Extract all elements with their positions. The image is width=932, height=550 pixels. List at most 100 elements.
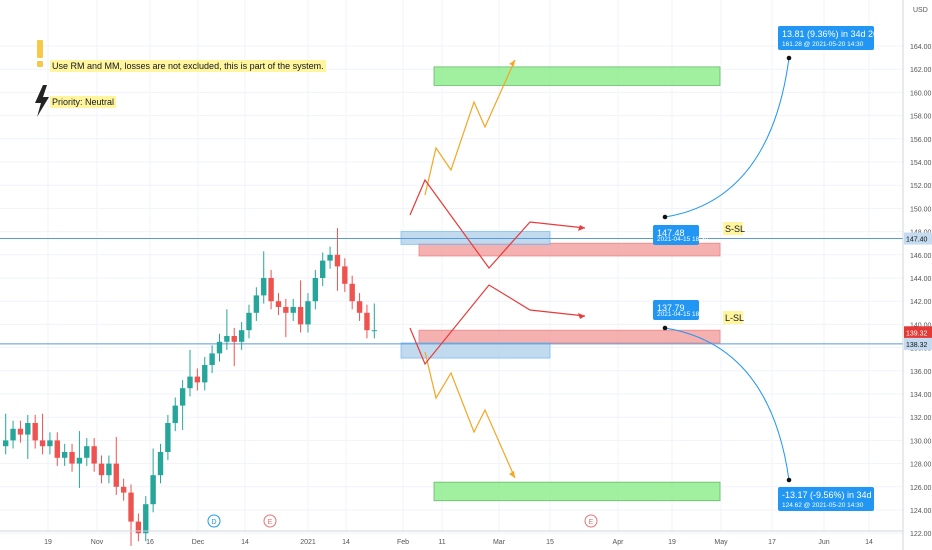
current-price-tag-bg [904,326,932,339]
candle-body [91,446,97,464]
candle-body [61,452,68,458]
earnings-marker-1: E [268,519,273,526]
candle-body [143,504,149,534]
downside-projection-label-box [778,487,874,511]
candle-body [371,330,377,332]
candle-body [76,457,83,464]
time-tick-label: 19 [44,539,52,546]
candle-body [275,301,282,307]
long-entry-label-box [653,300,699,320]
long-entry-label-line1: 137.79 [657,303,685,313]
candle-body [69,452,75,464]
short-entry-label-line2: 2021-04-15 18:30 [657,236,709,243]
price-tick-label: 152.00 [910,183,932,190]
earnings-marker-1-circle [263,514,277,528]
candle-body [253,295,260,313]
priority-note: Priority: Neutral [50,96,117,108]
candle-body [39,440,46,447]
time-tick-label: 19 [668,539,676,546]
downside-projection-path [424,351,516,479]
dividend-marker: D [211,519,216,526]
downside-arrowhead [509,471,515,478]
upside-arrowhead [509,60,515,66]
time-tick-label: Jun [818,539,829,546]
candle-body [113,463,119,487]
time-tick-label: May [714,539,728,546]
short-entry-point [662,214,668,220]
candle-body [179,388,186,406]
candle-body [172,405,178,423]
candle-body [54,440,60,458]
upper-level-tag-bg [904,232,932,245]
candle-body [231,336,237,342]
candle-body [202,365,208,383]
downside-target-point [786,477,792,483]
time-axis[interactable]: 19 Nov 16 Dec 14 2021 14 Feb 11 Mar 15 Apr 19 May 17 Ju… [0,530,903,546]
price-tick-label: 154.00 [910,160,932,167]
price-tick-label: 156.00 [910,137,932,144]
labels: 13.81 (9.36%) in 34d 20h 161.28 @ 2021-05… [207,26,889,528]
candle-body [224,336,230,342]
candle-body [334,254,341,267]
price-tick-label: 162.00 [910,67,932,74]
time-tick-label: 16 [146,539,154,546]
candle-body [327,254,333,261]
price-tick-label: 132.00 [910,415,932,422]
time-tick-label: 14 [865,539,873,546]
projection-paths [409,59,586,479]
projection-curves [662,55,792,483]
short-entry-label-box [653,225,699,245]
upside-measure-curve [664,57,790,218]
s-sl-tag-bg [723,222,743,235]
time-tick-label: Mar [493,539,506,546]
short-scenario-path [409,178,586,269]
candle-body [320,260,326,278]
candle-body [364,312,370,331]
candle-body [268,278,274,302]
candle-body [297,307,304,325]
candle-body [135,521,142,534]
candle-body [356,301,363,313]
price-tick-label: 124.00 [910,508,932,515]
price-tick-label: 136.00 [910,369,932,376]
candle-body [349,283,355,302]
price-tick-label: 128.00 [910,462,932,469]
warning-icon [37,40,43,67]
candle-body [194,376,201,383]
price-tick-label: 140.00 [910,322,932,329]
time-tick-label: Feb [397,539,409,546]
price-tick-label: 158.00 [910,114,932,121]
lower-level-tag: 138.32 [906,342,928,349]
candle-body [106,463,112,476]
candle-body [283,307,289,313]
price-tick-label: 142.00 [910,299,932,306]
time-tick-label: Dec [192,539,205,546]
lightning-icon [35,85,49,117]
price-tick-label: 144.00 [910,276,932,283]
price-tick-label: 146.00 [910,253,932,260]
candle-body [290,307,296,313]
time-tick-label: 11 [438,539,445,546]
candle-body [305,301,311,325]
short-scenario-arrowhead [578,225,585,231]
time-tick-label: Apr [613,539,625,546]
candle-body [342,266,348,284]
short-entry-zone [400,231,551,245]
upside-projection-label-line2: 161.28 @ 2021-05-20 14:30 [782,41,864,48]
earnings-marker-2-circle [584,514,598,528]
long-stop-zone [418,329,721,344]
price-tick-label: 122.00 [910,531,932,538]
horizontal-levels[interactable] [0,238,903,345]
time-tick-label: 14 [342,539,350,546]
candle-body [238,330,245,342]
s-sl-label: S-SL [725,224,745,234]
long-entry-zone [400,342,551,359]
price-axis[interactable]: USD 122.00 124.00 126.00 128.00 130.00 132.00 1… [902,0,932,550]
candle-body [47,440,53,447]
candle-body [10,428,16,441]
upside-projection-label-box [778,26,874,50]
long-scenario-path [409,284,586,366]
downside-projection-label-line2: 124.62 @ 2021-05-20 14:30 [782,502,864,509]
price-tick-label: 130.00 [910,438,932,445]
